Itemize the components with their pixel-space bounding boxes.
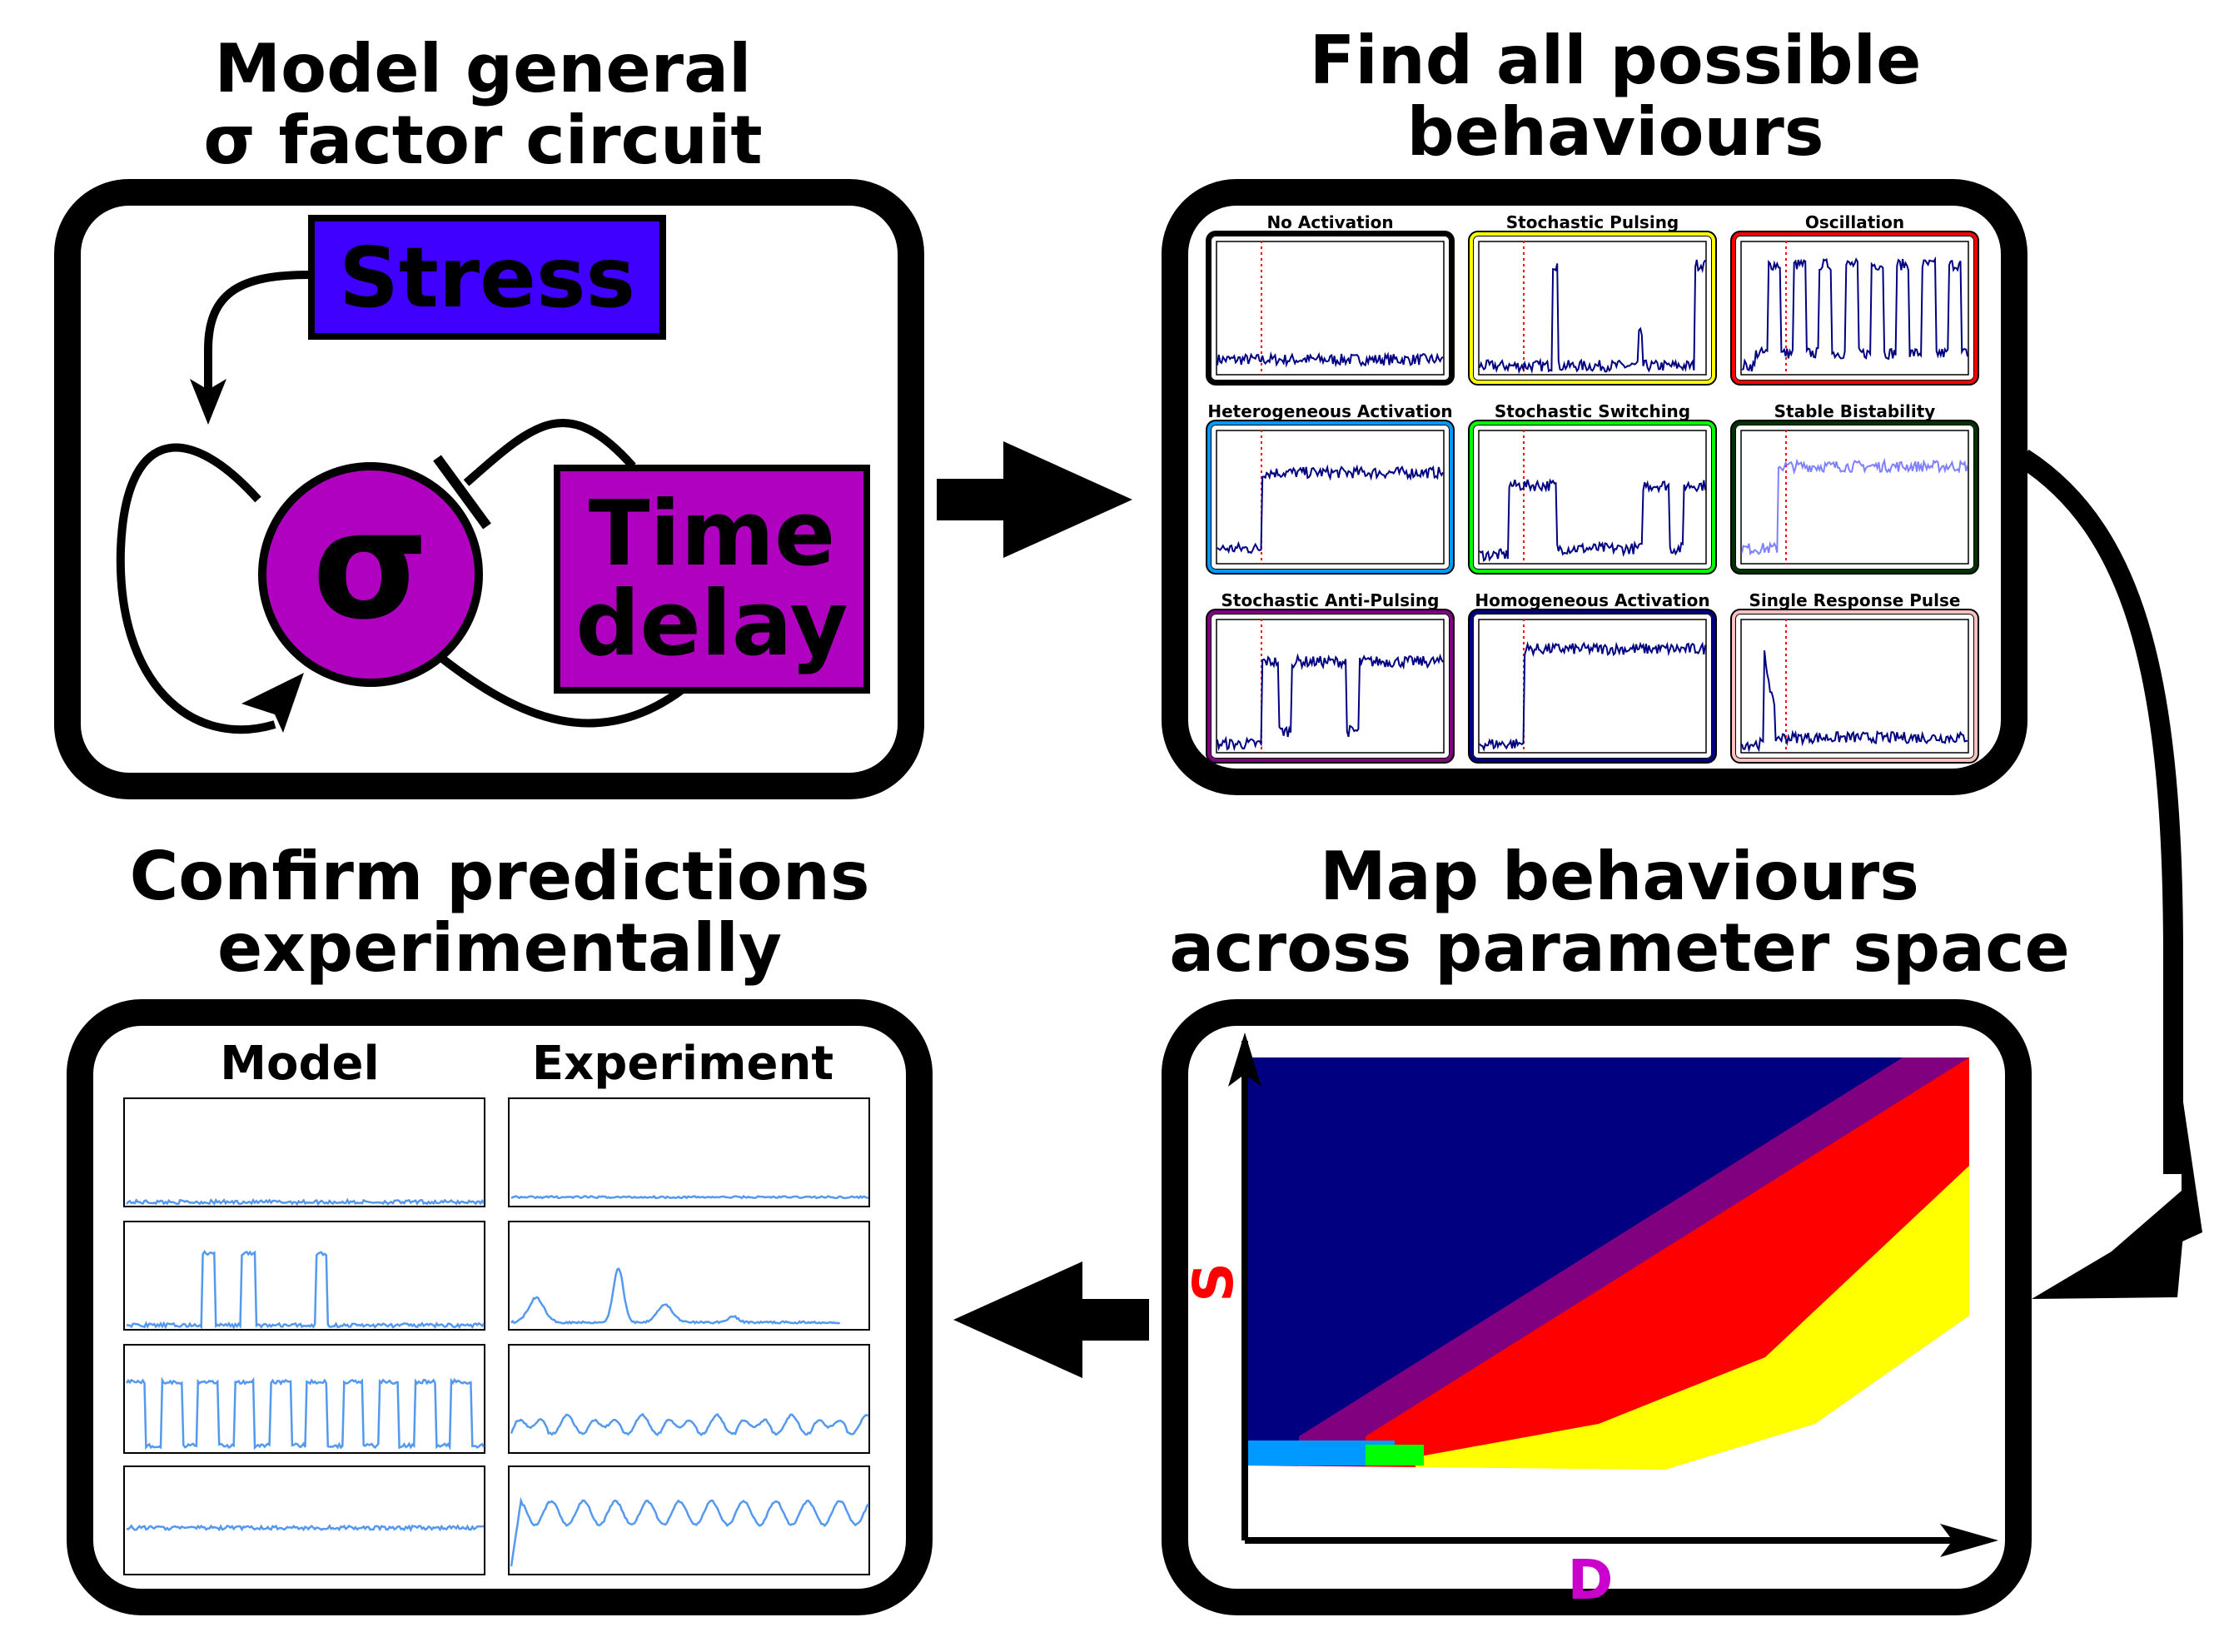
behaviour-title: Stochastic Switching [1494, 401, 1691, 421]
comparison-trace [126, 1524, 485, 1533]
comparison-trace [510, 1412, 869, 1436]
behaviour-trace [1478, 430, 1707, 565]
experiment-trace-plot [508, 1344, 870, 1454]
x-axis-label: D [1568, 1548, 1614, 1612]
confirm-heading: Confirm predictions experimentally [75, 841, 924, 984]
self-activation-loop [116, 443, 276, 734]
model-trace-plot [123, 1221, 485, 1331]
behaviours-heading-line-1: Find all possible [1309, 22, 1922, 99]
curved-arrow [2017, 449, 2202, 1299]
behaviour-trace [1478, 241, 1707, 376]
comparison-trace [510, 1267, 841, 1326]
sigma-label: σ [311, 479, 430, 653]
behaviour-plot [1732, 421, 1978, 573]
comparison-trace [510, 1496, 870, 1567]
y-axis-label: S [1182, 1262, 1246, 1302]
arrow-right [937, 441, 1132, 558]
behaviour-title: Stochastic Anti-Pulsing [1221, 590, 1440, 610]
region-no-activation [1245, 1316, 1969, 1532]
time-delay-line-1: Time [588, 481, 836, 586]
behaviour-title: Stochastic Pulsing [1505, 212, 1679, 232]
self-activation-arrow-head [241, 673, 304, 733]
comparison-trace [126, 1197, 485, 1207]
time-delay-line-2: delay [575, 571, 848, 676]
map-heading-line-1: Map behaviours [1320, 838, 1919, 915]
stress-arrow-head [190, 379, 226, 425]
behaviour-plot [1470, 421, 1715, 573]
sigma-node: σ [258, 462, 483, 687]
time-delay-box: Time delay [554, 465, 870, 694]
confirm-heading-line-2: experimentally [216, 909, 783, 987]
stress-arrow-line [204, 271, 311, 391]
circuit-diagram [116, 271, 694, 734]
model-heading-line-1: Model general [214, 30, 752, 107]
model-trace-plot [123, 1344, 485, 1454]
model-column-header: Model [220, 1037, 380, 1091]
experiment-trace-plot [508, 1465, 870, 1575]
region-switching [1366, 1445, 1424, 1465]
behaviour-trace [1740, 430, 1969, 565]
behaviour-trace [1216, 430, 1445, 565]
behaviour-plot [1207, 232, 1453, 384]
experiment-trace-plot [508, 1097, 870, 1207]
behaviour-title: Homogeneous Activation [1475, 590, 1710, 610]
stress-label: Stress [338, 228, 635, 326]
comparison-trace [125, 1376, 485, 1451]
behaviour-plot [1732, 232, 1978, 384]
experiment-column-header: Experiment [531, 1037, 834, 1091]
behaviour-title: No Activation [1266, 212, 1394, 232]
behaviours-heading-line-2: behaviours [1406, 93, 1824, 171]
behaviour-trace [1216, 241, 1445, 376]
behaviour-title: Single Response Pulse [1749, 590, 1961, 610]
behaviours-heading: Find all possible behaviours [1199, 25, 2032, 168]
behaviour-title: Stable Bistability [1774, 401, 1936, 421]
comparison-trace [510, 1194, 869, 1200]
model-trace-plot [123, 1465, 485, 1575]
experiment-trace-plot [508, 1221, 870, 1331]
repression-bar [433, 455, 491, 530]
map-heading-line-2: across parameter space [1169, 909, 2070, 987]
delay-loop-top [463, 418, 636, 486]
behaviour-trace [1216, 619, 1445, 754]
y-axis-arrow-head [1228, 1032, 1261, 1087]
behaviour-trace [1740, 619, 1969, 754]
behaviour-plot [1732, 610, 1978, 762]
phase-map: D S [1182, 1032, 1998, 1612]
behaviour-plot [1470, 610, 1715, 762]
arrow-left [953, 1261, 1149, 1378]
behaviour-trace [1740, 241, 1969, 376]
behaviour-plot [1207, 421, 1453, 573]
x-axis-arrow-head [1940, 1524, 1998, 1557]
map-heading: Map behaviours across parameter space [1099, 841, 2140, 984]
model-heading: Model general σ factor circuit [83, 33, 883, 177]
confirm-heading-line-1: Confirm predictions [129, 838, 870, 915]
model-trace-plot [123, 1097, 485, 1207]
model-heading-line-2: σ factor circuit [203, 102, 763, 179]
behaviour-title: Heterogeneous Activation [1207, 401, 1453, 421]
behaviour-trace [1478, 619, 1707, 754]
stress-box: Stress [308, 215, 666, 340]
comparison-trace [127, 1249, 485, 1330]
behaviour-plot [1207, 610, 1453, 762]
behaviour-title: Oscillation [1804, 212, 1905, 232]
behaviour-plot [1470, 232, 1715, 384]
delay-loop-bottom [438, 654, 694, 728]
